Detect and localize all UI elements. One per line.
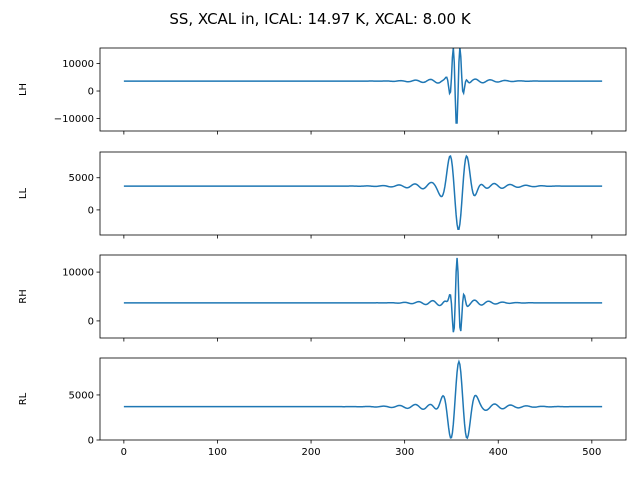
series-line-lh (123, 48, 603, 124)
series-line-rh (123, 257, 603, 333)
panel-rl: 5000 0 RL 0 100 200 300 400 500 (18, 357, 627, 458)
y-tick-label: 10000 (62, 268, 94, 279)
panel-rh: 10000 0 RH (18, 254, 627, 342)
y-axis-label: RH (18, 289, 29, 303)
y-tick-label: 0 (88, 436, 94, 447)
panel-ll: 5000 0 LL (18, 151, 627, 239)
panel-lh: 10000 0 −10000 LH (18, 47, 627, 135)
y-tick-label: −10000 (54, 114, 94, 125)
axes-frame (99, 47, 627, 132)
x-tick-label: 0 (121, 447, 127, 458)
y-tick-label: 0 (88, 87, 94, 98)
x-tick-label: 400 (489, 447, 508, 458)
x-tick-label: 100 (208, 447, 227, 458)
axes-frame (99, 357, 627, 441)
chart-title: SS, XCAL in, ICAL: 14.97 K, XCAL: 8.00 K (169, 10, 472, 28)
axes-frame (99, 254, 627, 339)
y-axis-label: LH (18, 83, 29, 96)
y-tick-label: 5000 (69, 390, 94, 401)
y-tick-label: 0 (88, 316, 94, 327)
axes-frame (99, 151, 627, 236)
x-tick-label: 300 (395, 447, 414, 458)
y-axis-label: RL (18, 392, 29, 405)
y-tick-label: 5000 (69, 173, 94, 184)
y-tick-label: 10000 (62, 59, 94, 70)
y-axis-label: LL (18, 188, 29, 200)
y-tick-label: 0 (88, 205, 94, 216)
series-line-ll (123, 154, 603, 230)
series-line-rl (123, 359, 603, 440)
x-tick-label: 500 (582, 447, 601, 458)
x-tick-label: 200 (302, 447, 321, 458)
